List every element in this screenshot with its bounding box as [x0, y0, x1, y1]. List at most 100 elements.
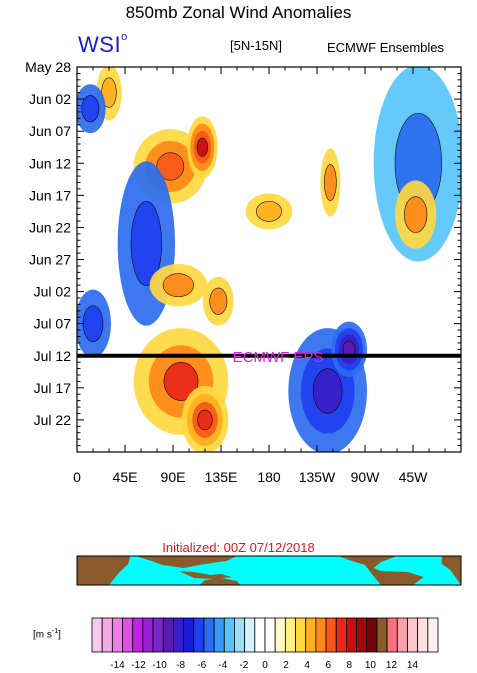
colorbar-swatch — [274, 617, 286, 653]
anomaly-region — [209, 287, 228, 315]
colorbar-label: -10 — [152, 660, 167, 671]
logo-text: WSI — [78, 32, 122, 57]
y-tick-label: Jun 27 — [29, 252, 71, 268]
colorbar-swatch — [305, 617, 317, 653]
land-australia — [199, 578, 241, 585]
colorbar-swatch — [396, 617, 408, 653]
anomaly-region — [256, 201, 282, 222]
x-tick-label: 90E — [161, 469, 186, 485]
y-tick-label: Jul 07 — [34, 316, 72, 332]
y-tick-label: Jun 22 — [29, 219, 71, 235]
colorbar-swatch — [295, 617, 307, 653]
anomaly-field — [77, 67, 461, 452]
colorbar-swatch — [284, 617, 296, 653]
colorbar-label: 10 — [365, 660, 377, 671]
initialized-label: Initialized: 00Z 07/12/2018 — [162, 540, 315, 555]
x-tick-label: 180 — [257, 469, 281, 485]
map-frame — [76, 555, 462, 586]
colorbar-label: -12 — [131, 660, 146, 671]
colorbar-swatch — [223, 617, 235, 653]
colorbar-swatch — [234, 617, 246, 653]
y-tick-label: Jun 07 — [29, 123, 71, 139]
colorbar-swatch — [325, 617, 337, 653]
hovmoller-plot: ECMWF EPS May 28 Jun 02 Jun 07 Jun 12 Jun 17 J… — [25, 59, 462, 485]
colorbar-swatch — [346, 617, 357, 653]
anomaly-region — [324, 164, 337, 201]
anomaly-region — [312, 368, 343, 414]
x-tick-label: 45W — [399, 469, 429, 485]
anomaly-region — [342, 340, 356, 359]
colorbar-label: -8 — [176, 660, 185, 671]
units-close: ] — [58, 629, 61, 641]
x-tick-label: 90W — [351, 469, 381, 485]
y-tick-label: Jul 02 — [34, 284, 72, 300]
y-tick-label: Jun 12 — [29, 155, 71, 171]
colorbar-swatch — [356, 617, 368, 653]
colorbar-swatch — [244, 617, 256, 653]
colorbar-label: 0 — [262, 660, 268, 671]
colorbar-swatch — [91, 617, 103, 653]
land-americas — [338, 556, 424, 585]
colorbar-swatch — [101, 617, 113, 653]
anomaly-region — [156, 152, 185, 181]
anomaly-region — [197, 409, 213, 431]
colorbar-swatch — [386, 617, 398, 653]
y-tick-label: Jul 12 — [34, 348, 72, 364]
land-indonesia — [178, 571, 232, 579]
x-tick-label: 0 — [73, 469, 81, 485]
colorbar-swatch — [203, 617, 215, 653]
colorbar-label: -6 — [197, 660, 206, 671]
colorbar-swatch — [142, 617, 154, 653]
colorbar-label: 14 — [407, 660, 419, 671]
units-base: [m s — [33, 629, 52, 641]
anomaly-region — [130, 201, 162, 286]
source-label: ECMWF Ensembles — [327, 40, 445, 55]
colorbar-swatch — [427, 617, 439, 653]
colorbar: -14 -12 -10 -8 -6 -4 -2 0 2 4 6 8 10 12 14 — [91, 617, 439, 671]
colorbar-swatch — [213, 617, 225, 653]
colorbar-swatch — [264, 617, 276, 653]
x-tick-label: 135E — [205, 469, 238, 485]
x-tick-label: 135W — [299, 469, 336, 485]
anomaly-region — [162, 273, 194, 298]
anomaly-region — [81, 95, 100, 123]
land-africa — [77, 556, 131, 585]
colorbar-swatch — [417, 617, 429, 653]
colorbar-label: 8 — [347, 660, 353, 671]
latitude-band-label: [5N-15N] — [230, 38, 283, 53]
land-west-africa — [441, 556, 461, 585]
units-exponent: -1 — [51, 628, 59, 635]
colorbar-label: 6 — [325, 660, 331, 671]
land-asia — [135, 556, 237, 568]
colorbar-label: -2 — [239, 660, 248, 671]
colorbar-swatch — [335, 617, 347, 653]
colorbar-swatch — [254, 617, 266, 653]
colorbar-label: -4 — [218, 660, 227, 671]
x-tick-label: 45E — [113, 469, 138, 485]
anomaly-region — [196, 137, 208, 157]
y-tick-label: Jul 22 — [34, 412, 72, 428]
reference-map — [76, 555, 462, 586]
colorbar-swatch — [407, 617, 419, 653]
colorbar-label: -14 — [110, 660, 125, 671]
colorbar-swatch — [183, 617, 195, 653]
chart-title: 850mb Zonal Wind Anomalies — [125, 3, 352, 22]
colorbar-label: 12 — [386, 660, 398, 671]
logo-mark: o — [121, 30, 128, 43]
wsi-logo: WSIo — [78, 30, 128, 58]
forecast-label: ECMWF EPS — [233, 349, 324, 366]
colorbar-swatch — [376, 617, 388, 653]
colorbar-swatch — [122, 617, 134, 653]
y-tick-label: Jun 17 — [29, 187, 71, 203]
colorbar-label: 2 — [283, 660, 289, 671]
colorbar-swatch — [111, 617, 123, 653]
colorbar-swatch — [132, 617, 144, 653]
anomaly-region — [404, 196, 428, 233]
units-label: [m s-1] — [33, 628, 61, 640]
colorbar-swatch — [162, 617, 174, 653]
colorbar-swatch — [315, 617, 327, 653]
colorbar-label: 4 — [304, 660, 310, 671]
y-tick-label: Jun 02 — [29, 91, 71, 107]
anomaly-region — [163, 362, 199, 401]
colorbar-swatch — [152, 617, 164, 653]
